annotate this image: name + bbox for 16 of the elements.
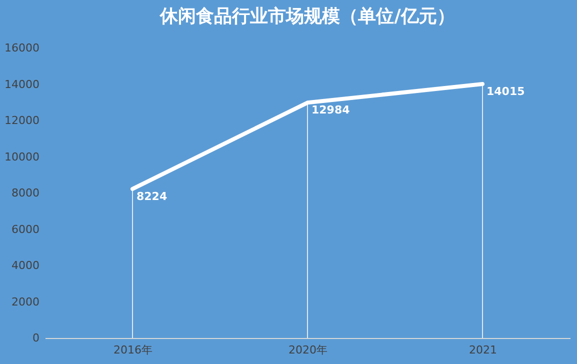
y-tick-label: 12000 (4, 114, 40, 127)
data-label: 14015 (486, 84, 525, 98)
y-tick-label: 4000 (12, 259, 40, 272)
x-tick-label: 2021 (469, 344, 497, 356)
y-tick-label: 0 (32, 332, 40, 344)
data-label: 12984 (312, 104, 350, 117)
y-tick-label: 16000 (4, 42, 40, 54)
y-tick-label: 8000 (12, 186, 40, 200)
data-label: 8224 (136, 190, 168, 203)
y-tick-label: 6000 (12, 222, 40, 236)
y-tick-label: 2000 (12, 295, 40, 308)
x-tick-label: 2020年 (288, 344, 328, 356)
x-tick-label: 2016年 (114, 344, 152, 356)
y-tick-label: 14000 (4, 78, 40, 91)
chart-title: 休闲食品行业市场规模（单位/亿元） (159, 6, 455, 27)
y-tick-label: 10000 (4, 150, 40, 164)
